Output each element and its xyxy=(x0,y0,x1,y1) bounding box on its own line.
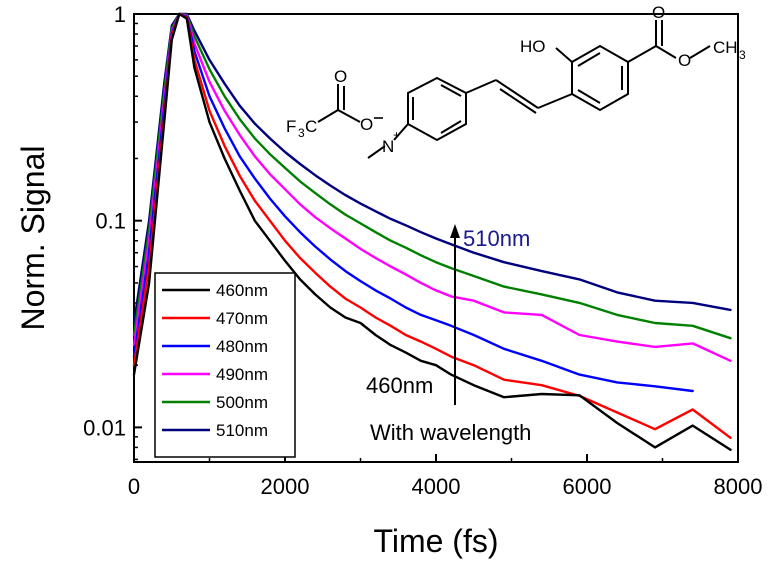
svg-text:O: O xyxy=(360,115,373,134)
y-tick-label: 1 xyxy=(114,2,126,27)
x-axis-ticks: 0 2000 4000 6000 8000 xyxy=(128,454,763,499)
legend-box xyxy=(154,272,296,458)
annotation-510nm: 510nm xyxy=(463,226,530,251)
series-line-460nm xyxy=(132,12,732,451)
legend-label: 490nm xyxy=(216,365,268,384)
svg-text:HO: HO xyxy=(520,37,546,56)
legend-label: 460nm xyxy=(216,281,268,300)
svg-text:+: + xyxy=(393,128,400,142)
x-tick-label: 0 xyxy=(128,474,140,499)
annotation-with-wavelength: With wavelength xyxy=(370,420,531,445)
svg-text:O: O xyxy=(334,67,347,86)
y-axis-title: Norm. Signal xyxy=(15,146,51,331)
svg-text:N: N xyxy=(382,137,394,156)
x-tick-label: 8000 xyxy=(714,474,763,499)
legend-label: 500nm xyxy=(216,393,268,412)
svg-text:O: O xyxy=(678,51,691,70)
legend-label: 480nm xyxy=(216,337,268,356)
chemical-structure xyxy=(317,20,711,159)
legend-label: 470nm xyxy=(216,309,268,328)
series-lines xyxy=(132,12,732,451)
y-tick-label: 0.01 xyxy=(83,415,126,440)
wavelength-arrow xyxy=(450,224,460,405)
chemical-labels: HO O O CH 3 N + O F 3 C O xyxy=(286,3,746,156)
svg-text:3: 3 xyxy=(298,126,305,140)
annotation-460nm: 460nm xyxy=(366,373,433,398)
x-tick-label: 6000 xyxy=(563,474,612,499)
x-axis-title: Time (fs) xyxy=(373,523,498,559)
x-tick-label: 4000 xyxy=(412,474,461,499)
legend-label: 510nm xyxy=(216,421,268,440)
y-tick-label: 0.1 xyxy=(95,209,126,234)
svg-text:F: F xyxy=(286,117,296,136)
svg-text:CH: CH xyxy=(713,38,738,57)
x-tick-label: 2000 xyxy=(261,474,310,499)
svg-text:3: 3 xyxy=(739,48,746,62)
svg-text:C: C xyxy=(305,117,317,136)
svg-text:O: O xyxy=(652,3,665,22)
legend: 460nm 470nm 480nm 490nm 500nm 510nm xyxy=(154,272,296,458)
